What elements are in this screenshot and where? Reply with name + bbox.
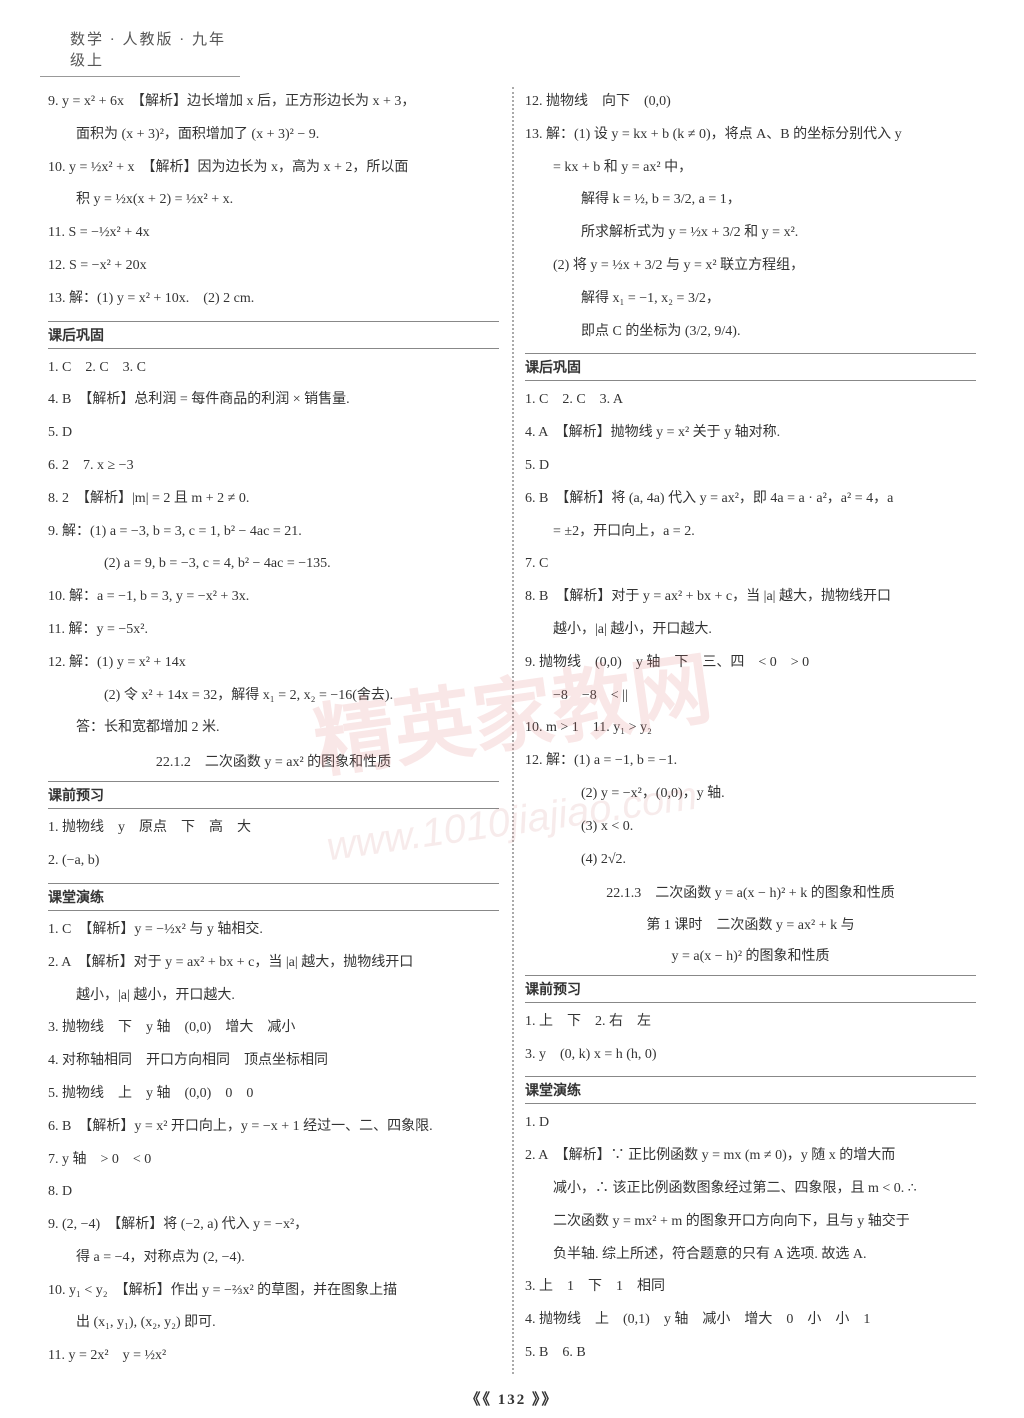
c2b-l: 越小，|a| 越小，开口越大. <box>48 981 499 1012</box>
rk9b: −8 −8 < || <box>525 681 976 712</box>
rk12d: (4) 2√2. <box>525 845 976 876</box>
item-9: 9. y = x² + 6x 【解析】边长增加 x 后，正方形边长为 x + 3… <box>48 87 499 118</box>
rc3: 3. 上 1 下 1 相同 <box>525 1272 976 1303</box>
section-khgg-l: 课后巩固 <box>48 321 499 349</box>
item-13: 13. 解：(1) y = x² + 10x. (2) 2 cm. <box>48 284 499 315</box>
r13: 13. 解：(1) 设 y = kx + b (k ≠ 0)，将点 A、B 的坐… <box>525 120 976 151</box>
rk5: 5. D <box>525 451 976 482</box>
p2-l: 2. (−a, b) <box>48 846 499 877</box>
c8-l: 8. D <box>48 1177 499 1208</box>
rc2b: 减小，∴ 该正比例函数图象经过第二、四象限，且 m < 0. ∴ <box>525 1174 976 1205</box>
rk6: 6. B 【解析】将 (a, 4a) 代入 y = ax²，即 4a = a ·… <box>525 484 976 515</box>
k9b-l: (2) a = 9, b = −3, c = 4, b² − 4ac = −13… <box>48 549 499 580</box>
k8-l: 8. 2 【解析】|m| = 2 且 m + 2 ≠ 0. <box>48 484 499 515</box>
rk1: 1. C 2. C 3. A <box>525 385 976 416</box>
page-header: 数学 · 人教版 · 九年级上 <box>40 20 240 77</box>
c11-l: 11. y = 2x² y = ½x² <box>48 1341 499 1372</box>
section-22-1-3a: 22.1.3 二次函数 y = a(x − h)² + k 的图象和性质 <box>525 881 976 906</box>
item-10b: 积 y = ½x(x + 2) = ½x² + x. <box>48 185 499 216</box>
k12-l: 12. 解：(1) y = x² + 14x <box>48 648 499 679</box>
item-12: 12. S = −x² + 20x <box>48 251 499 282</box>
rk8: 8. B 【解析】对于 y = ax² + bx + c，当 |a| 越大，抛物… <box>525 582 976 613</box>
c10b-l: 出 (x₁, y₁), (x₂, y₂) 即可. <box>48 1308 499 1339</box>
item-10: 10. y = ½x² + x 【解析】因为边长为 x，高为 x + 2，所以面 <box>48 153 499 184</box>
rk10: 10. m > 1 11. y₁ > y₂ <box>525 713 976 744</box>
k5-l: 5. D <box>48 418 499 449</box>
page-number: 《《 132 》》 <box>40 1388 984 1409</box>
rc2d: 负半轴. 综上所述，符合题意的只有 A 选项. 故选 A. <box>525 1240 976 1271</box>
rk4: 4. A 【解析】抛物线 y = x² 关于 y 轴对称. <box>525 418 976 449</box>
section-ktyl-r: 课堂演练 <box>525 1076 976 1104</box>
r13c: 解得 k = ½, b = 3/2, a = 1， <box>525 185 976 216</box>
section-22-1-3b: 第 1 课时 二次函数 y = ax² + k 与 <box>525 913 976 938</box>
k12b-l: (2) 令 x² + 14x = 32，解得 x₁ = 2, x₂ = −16(… <box>48 681 499 712</box>
c9b-l: 得 a = −4，对称点为 (2, −4). <box>48 1243 499 1274</box>
c1-l: 1. C 【解析】y = −½x² 与 y 轴相交. <box>48 915 499 946</box>
item-9b: 面积为 (x + 3)²，面积增加了 (x + 3)² − 9. <box>48 120 499 151</box>
c2-l: 2. A 【解析】对于 y = ax² + bx + c，当 |a| 越大，抛物… <box>48 948 499 979</box>
section-22-1-3c: y = a(x − h)² 的图象和性质 <box>525 944 976 969</box>
section-ktyl-l: 课堂演练 <box>48 883 499 911</box>
rk12b: (2) y = −x²，(0,0)，y 轴. <box>525 779 976 810</box>
k9-l: 9. 解：(1) a = −3, b = 3, c = 1, b² − 4ac … <box>48 517 499 548</box>
k6-l: 6. 2 7. x ≥ −3 <box>48 451 499 482</box>
left-column: 9. y = x² + 6x 【解析】边长增加 x 后，正方形边长为 x + 3… <box>40 87 507 1374</box>
rk7: 7. C <box>525 549 976 580</box>
c5-l: 5. 抛物线 上 y 轴 (0,0) 0 0 <box>48 1079 499 1110</box>
k11-l: 11. 解：y = −5x². <box>48 615 499 646</box>
rp3: 3. y (0, k) x = h (h, 0) <box>525 1040 976 1071</box>
k12c-l: 答：长和宽都增加 2 米. <box>48 713 499 744</box>
r12: 12. 抛物线 向下 (0,0) <box>525 87 976 118</box>
section-kqyx-r: 课前预习 <box>525 975 976 1003</box>
r13f: 解得 x₁ = −1, x₂ = 3/2， <box>525 284 976 315</box>
p1-l: 1. 抛物线 y 原点 下 高 大 <box>48 813 499 844</box>
c3-l: 3. 抛物线 下 y 轴 (0,0) 增大 减小 <box>48 1013 499 1044</box>
k4-l: 4. B 【解析】总利润 = 每件商品的利润 × 销售量. <box>48 385 499 416</box>
r13b: = kx + b 和 y = ax² 中， <box>525 153 976 184</box>
column-divider <box>512 87 514 1374</box>
c7-l: 7. y 轴 > 0 < 0 <box>48 1145 499 1176</box>
rc4: 4. 抛物线 上 (0,1) y 轴 减小 增大 0 小 小 1 <box>525 1305 976 1336</box>
c6-l: 6. B 【解析】y = x² 开口向上，y = −x + 1 经过一、二、四象… <box>48 1112 499 1143</box>
item-11: 11. S = −½x² + 4x <box>48 218 499 249</box>
c4-l: 4. 对称轴相同 开口方向相同 顶点坐标相同 <box>48 1046 499 1077</box>
rc2: 2. A 【解析】∵ 正比例函数 y = mx (m ≠ 0)，y 随 x 的增… <box>525 1141 976 1172</box>
k10-l: 10. 解：a = −1, b = 3, y = −x² + 3x. <box>48 582 499 613</box>
c10-l: 10. y₁ < y₂ 【解析】作出 y = −⅔x² 的草图，并在图象上描 <box>48 1276 499 1307</box>
rk9: 9. 抛物线 (0,0) y 轴 下 三、四 < 0 > 0 <box>525 648 976 679</box>
rk8b: 越小，|a| 越小，开口越大. <box>525 615 976 646</box>
rp1: 1. 上 下 2. 右 左 <box>525 1007 976 1038</box>
rk12c: (3) x < 0. <box>525 812 976 843</box>
section-khgg-r: 课后巩固 <box>525 353 976 381</box>
r13e: (2) 将 y = ½x + 3/2 与 y = x² 联立方程组， <box>525 251 976 282</box>
r13g: 即点 C 的坐标为 (3/2, 9/4). <box>525 317 976 348</box>
rc2c: 二次函数 y = mx² + m 的图象开口方向向下，且与 y 轴交于 <box>525 1207 976 1238</box>
rc5: 5. B 6. B <box>525 1338 976 1369</box>
c9-l: 9. (2, −4) 【解析】将 (−2, a) 代入 y = −x²， <box>48 1210 499 1241</box>
right-column: 12. 抛物线 向下 (0,0) 13. 解：(1) 设 y = kx + b … <box>517 87 984 1374</box>
content-columns: 9. y = x² + 6x 【解析】边长增加 x 后，正方形边长为 x + 3… <box>40 87 984 1374</box>
r13d: 所求解析式为 y = ½x + 3/2 和 y = x². <box>525 218 976 249</box>
rk6b: = ±2，开口向上，a = 2. <box>525 517 976 548</box>
section-kqyx-l: 课前预习 <box>48 781 499 809</box>
section-22-1-2: 22.1.2 二次函数 y = ax² 的图象和性质 <box>48 750 499 775</box>
rc1: 1. D <box>525 1108 976 1139</box>
k1-l: 1. C 2. C 3. C <box>48 353 499 384</box>
rk12: 12. 解：(1) a = −1, b = −1. <box>525 746 976 777</box>
